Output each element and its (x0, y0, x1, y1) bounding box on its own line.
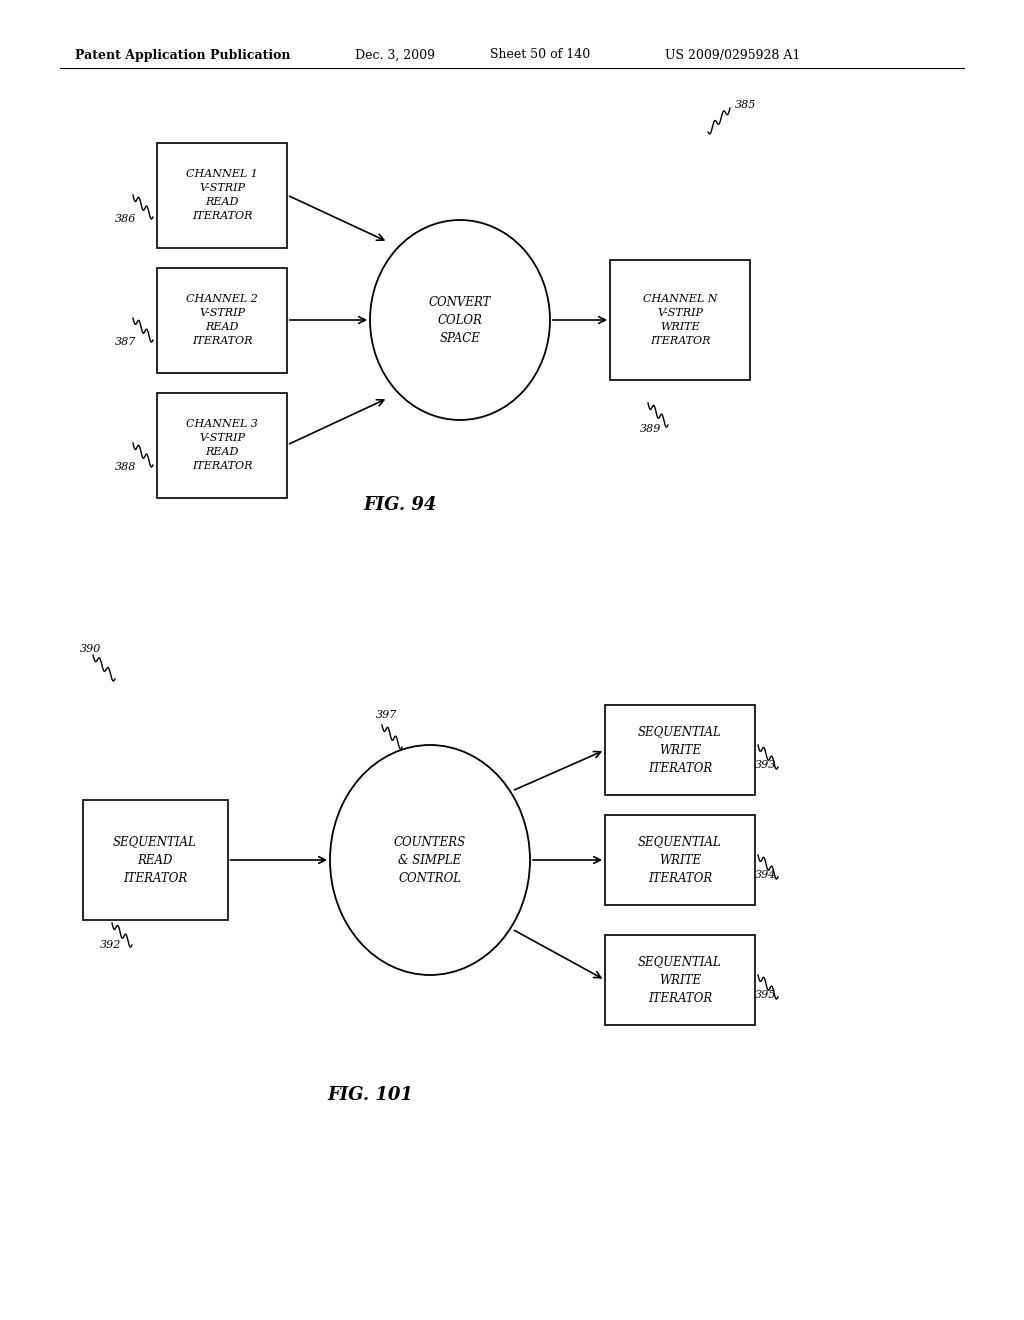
Text: Dec. 3, 2009: Dec. 3, 2009 (355, 49, 435, 62)
Ellipse shape (330, 744, 530, 975)
Bar (157, 143, 287, 248)
Bar (610, 260, 750, 380)
Bar (157, 392, 287, 498)
Text: CONVERT
COLOR
SPACE: CONVERT COLOR SPACE (429, 296, 492, 345)
Text: Sheet 50 of 140: Sheet 50 of 140 (490, 49, 590, 62)
Text: FIG. 94: FIG. 94 (364, 496, 436, 513)
Text: 389: 389 (640, 424, 662, 434)
Text: Patent Application Publication: Patent Application Publication (75, 49, 291, 62)
Ellipse shape (370, 220, 550, 420)
Text: 387: 387 (115, 337, 136, 347)
Text: CHANNEL 3
V-STRIP
READ
ITERATOR: CHANNEL 3 V-STRIP READ ITERATOR (186, 418, 258, 471)
Text: 385: 385 (735, 100, 757, 110)
Text: 392: 392 (100, 940, 122, 950)
Text: SEQUENTIAL
READ
ITERATOR: SEQUENTIAL READ ITERATOR (113, 836, 197, 884)
Text: 395: 395 (755, 990, 776, 1001)
Text: CHANNEL 1
V-STRIP
READ
ITERATOR: CHANNEL 1 V-STRIP READ ITERATOR (186, 169, 258, 220)
Text: SEQUENTIAL
WRITE
ITERATOR: SEQUENTIAL WRITE ITERATOR (638, 726, 722, 775)
Text: CHANNEL N
V-STRIP
WRITE
ITERATOR: CHANNEL N V-STRIP WRITE ITERATOR (643, 294, 717, 346)
Text: 393: 393 (755, 760, 776, 770)
Bar (605, 935, 755, 1026)
Text: CHANNEL 2
V-STRIP
READ
ITERATOR: CHANNEL 2 V-STRIP READ ITERATOR (186, 294, 258, 346)
Text: SEQUENTIAL
WRITE
ITERATOR: SEQUENTIAL WRITE ITERATOR (638, 956, 722, 1005)
Bar (157, 268, 287, 372)
Bar (605, 814, 755, 906)
Text: 388: 388 (115, 462, 136, 473)
Text: 394: 394 (755, 870, 776, 880)
Bar (83, 800, 227, 920)
Text: SEQUENTIAL
WRITE
ITERATOR: SEQUENTIAL WRITE ITERATOR (638, 836, 722, 884)
Text: COUNTERS
& SIMPLE
CONTROL: COUNTERS & SIMPLE CONTROL (394, 836, 466, 884)
Text: US 2009/0295928 A1: US 2009/0295928 A1 (665, 49, 801, 62)
Text: 397: 397 (376, 710, 397, 719)
Text: 386: 386 (115, 214, 136, 224)
Bar (605, 705, 755, 795)
Text: 390: 390 (80, 644, 101, 653)
Text: FIG. 101: FIG. 101 (327, 1086, 413, 1104)
